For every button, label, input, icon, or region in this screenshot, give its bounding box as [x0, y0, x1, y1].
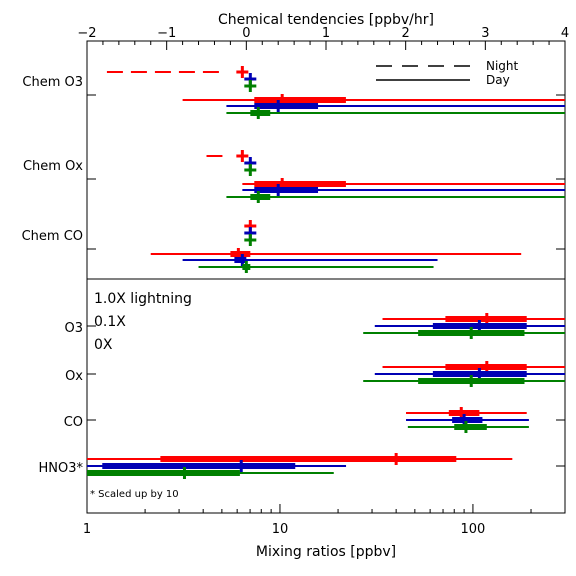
range-box	[250, 110, 271, 116]
style-legend-label: Day	[486, 73, 510, 87]
top-axis: −2 −1 0 1 2 3 4	[77, 26, 569, 50]
plot-border	[86, 40, 566, 514]
range-box	[254, 97, 346, 103]
range-box	[254, 103, 319, 109]
series-legend-label: 0.1X	[94, 314, 126, 330]
range-mark	[198, 261, 434, 273]
footnote: * Scaled up by 10	[90, 489, 179, 500]
range-mark	[226, 107, 565, 119]
range-box	[160, 456, 457, 462]
mixing-category-label: O3	[64, 321, 83, 336]
series-legend: 1.0X lightning 0.1X 0X	[94, 291, 192, 353]
tendency-category-label: Chem CO	[22, 229, 83, 244]
top-tick-label: 0	[242, 26, 250, 41]
range-mark	[150, 248, 522, 260]
top-tick-label: 4	[561, 26, 569, 41]
range-box	[254, 187, 319, 193]
tendency-category-label: Chem O3	[22, 75, 83, 90]
series-legend-label: 1.0X lightning	[94, 291, 192, 307]
range-mark	[407, 421, 529, 433]
top-axis-title: Chemical tendencies [ppbv/hr]	[218, 12, 434, 28]
mixing-category-label: Ox	[65, 369, 83, 384]
top-tick-label: 2	[402, 26, 410, 41]
range-mark	[244, 164, 257, 176]
range-box	[234, 257, 247, 263]
top-tick-label: 3	[481, 26, 489, 41]
range-box	[87, 470, 240, 476]
plot-frame	[86, 40, 566, 514]
bottom-axis: 1 10 100	[83, 504, 566, 537]
range-mark	[226, 191, 565, 203]
tendency-marks	[106, 66, 565, 273]
range-mark	[182, 94, 565, 106]
range-mark	[87, 467, 334, 479]
mixing-category-label: CO	[64, 415, 83, 430]
range-mark	[182, 254, 438, 266]
bottom-tick-label: 1	[83, 522, 91, 537]
range-box	[454, 424, 487, 430]
bottom-axis-title: Mixing ratios [ppbv]	[256, 544, 396, 560]
range-mark	[244, 80, 257, 92]
mixing-marks	[87, 313, 565, 479]
range-box	[452, 417, 483, 423]
top-tick-label: 1	[322, 26, 330, 41]
category-labels: Chem O3 Chem Ox Chem CO O3 Ox CO HNO3*	[22, 75, 565, 476]
range-mark	[363, 327, 565, 339]
range-box	[254, 181, 346, 187]
range-box	[102, 463, 296, 469]
range-box	[250, 194, 271, 200]
bottom-tick-label: 100	[461, 522, 486, 537]
top-tick-label: −1	[157, 26, 176, 41]
range-mark	[226, 100, 565, 112]
range-mark	[244, 234, 257, 246]
range-mark	[242, 184, 565, 196]
top-tick-label: −2	[77, 26, 96, 41]
range-box	[448, 410, 480, 416]
range-box	[230, 251, 251, 257]
range-mark	[363, 375, 565, 387]
range-mark	[87, 453, 513, 465]
range-mark	[87, 460, 347, 472]
series-legend-label: 0X	[94, 337, 113, 353]
range-mark	[106, 66, 249, 78]
mixing-category-label: HNO3*	[38, 461, 83, 476]
style-legend-label: Night	[486, 59, 519, 73]
bottom-tick-label: 10	[272, 522, 289, 537]
range-mark	[206, 150, 249, 162]
tendency-category-label: Chem Ox	[23, 159, 83, 174]
